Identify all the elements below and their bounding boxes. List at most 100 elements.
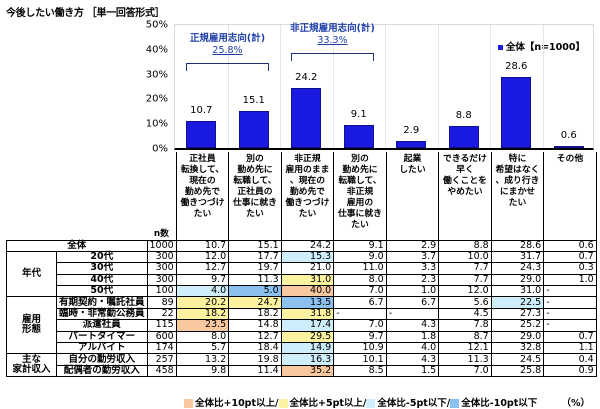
value-cell: 7.8	[438, 319, 492, 332]
y-tick-label: 10%	[145, 118, 168, 130]
legend-label: 全体【n=1000】	[505, 42, 585, 53]
table-row: パートタイマー 600 8.0 12.7 29.5 9.7 1.8 8.7 29.0 0.7	[7, 330, 597, 344]
value-cell: 13.5	[280, 296, 335, 309]
row-label: 50代	[56, 285, 148, 298]
value-cell: 2.3	[385, 273, 440, 287]
n-count-cell: 600	[146, 330, 177, 344]
y-tick-label: 20%	[145, 93, 168, 105]
table-row: アルバイト 174 5.7 18.4 14.9 10.9 4.0 12.1 32.8 1.1	[7, 341, 597, 355]
n-count-cell: 300	[146, 273, 177, 287]
grid-line	[490, 25, 491, 148]
value-cell: 14.8	[228, 319, 282, 332]
n-count-cell: 115	[146, 319, 177, 332]
legend-swatch-icon	[497, 45, 503, 50]
value-cell: 8.5	[333, 364, 387, 378]
value-cell: 0.9	[543, 364, 597, 378]
n-count-cell: 22	[146, 307, 177, 321]
column-header: 起業 したい	[385, 152, 440, 241]
value-cell: 11.3	[228, 273, 282, 287]
bar	[343, 125, 374, 148]
value-cell: 5.7	[175, 341, 230, 355]
value-cell: 31.0	[280, 273, 335, 287]
table-row: 主な 家計収入 自分の勤労収入 257 13.2 19.8 16.3 10.1 4.3 11.3 2…	[6, 353, 597, 378]
column-header: 別の 勤め先に 転職して、 非正規 雇用の 仕事に就き たい	[333, 152, 387, 241]
value-cell: -	[543, 319, 597, 332]
bar	[291, 87, 322, 148]
value-cell: 28.6	[490, 239, 545, 252]
value-cell: 3.3	[385, 262, 440, 275]
value-cell: 0.3	[543, 262, 597, 275]
table-row: 40代 300 9.7 11.3 31.0 8.0 2.3 7.7 29.0 1.0	[7, 273, 597, 287]
value-cell: 5.0	[228, 285, 282, 298]
row-group-label: 主な 家計収入	[6, 353, 57, 378]
value-cell: 16.3	[280, 353, 335, 366]
bar	[396, 140, 427, 148]
grid-line	[385, 25, 386, 148]
n-count-header: n数	[147, 152, 177, 241]
value-cell: 24.2	[280, 239, 335, 252]
bar-value-label: 8.8	[455, 110, 472, 122]
row-label: 派遣社員	[56, 319, 148, 332]
table-row: 雇用 形態 有期契約・嘱託社員 89 20.2 24.7 13.5 6.7 6.7 5.6 22.5…	[6, 296, 597, 355]
table-row: 年代 20代 300 12.0 17.7 15.3 9.0 3.7 10.0 31.7 0.7	[6, 250, 597, 298]
color-legend: 全体比+10pt以上/全体比+5pt以上/全体比-5pt以下/全体比-10pt以…	[184, 395, 537, 409]
row-label: 有期契約・嘱託社員	[56, 296, 148, 309]
value-cell: 25.8	[490, 364, 545, 378]
value-cell: 35.2	[280, 364, 335, 378]
value-cell: 29.0	[490, 330, 545, 344]
value-cell: 24.7	[228, 296, 282, 309]
value-cell: 40.0	[280, 285, 335, 298]
y-tick-label: 30%	[145, 69, 168, 81]
value-cell: 4.0	[175, 285, 230, 298]
n-count-cell: 89	[146, 296, 177, 309]
value-cell: 9.0	[333, 250, 387, 264]
row-label: 配偶者の勤労収入	[56, 364, 148, 378]
value-cell: 1.8	[385, 330, 440, 344]
bar	[186, 121, 217, 148]
table-row: 50代 100 4.0 5.0 40.0 7.0 1.0 12.0 31.0-	[7, 285, 597, 298]
column-header: その他	[543, 152, 597, 241]
value-cell: 11.0	[333, 262, 387, 275]
grid-line	[227, 25, 229, 148]
row-label: 30代	[56, 262, 148, 275]
row-label: 40代	[56, 273, 148, 287]
color-legend-label: 全体比-5pt以下/	[377, 398, 451, 409]
value-cell: 4.3	[385, 319, 440, 332]
value-cell: 10.0	[438, 250, 492, 264]
value-cell: 17.7	[228, 250, 282, 264]
value-cell: 1.0	[543, 273, 597, 287]
value-cell: 0.7	[543, 330, 597, 344]
value-cell: 9.1	[333, 239, 387, 252]
y-tick-label: 0%	[152, 143, 168, 155]
value-cell: 0.6	[543, 239, 597, 252]
value-cell: 7.0	[333, 319, 387, 332]
value-cell: 10.9	[333, 341, 387, 355]
value-cell: 0.7	[543, 250, 597, 264]
value-cell: 32.8	[490, 341, 545, 355]
value-cell: 9.7	[333, 330, 387, 344]
bar	[448, 126, 479, 148]
bar	[501, 77, 532, 148]
value-cell: 4.3	[385, 353, 440, 366]
color-swatch-icon	[184, 399, 193, 408]
value-cell: 31.7	[490, 250, 545, 264]
value-cell: 18.2	[228, 307, 282, 321]
grid-line	[280, 25, 281, 148]
n-count-cell: 174	[146, 341, 177, 355]
column-header: できるだけ 早く 働くことを やめたい	[438, 152, 492, 241]
value-cell: 27.3	[490, 307, 545, 321]
value-cell: 29.0	[490, 273, 545, 287]
chart-legend: 全体【n=1000】	[497, 39, 585, 53]
value-cell: 13.2	[175, 353, 230, 366]
value-cell: 14.9	[280, 341, 335, 355]
bar-value-label: 24.2	[295, 71, 318, 83]
value-cell: 18.4	[228, 341, 282, 355]
color-swatch-icon	[450, 399, 460, 408]
value-cell: 12.0	[175, 250, 230, 264]
value-cell: 12.7	[228, 330, 282, 344]
value-cell: 4.5	[438, 307, 492, 321]
value-cell: 29.5	[280, 330, 335, 344]
value-cell: 8.0	[175, 330, 230, 344]
value-cell: 2.9	[385, 239, 440, 252]
row-label: アルバイト	[56, 341, 148, 355]
